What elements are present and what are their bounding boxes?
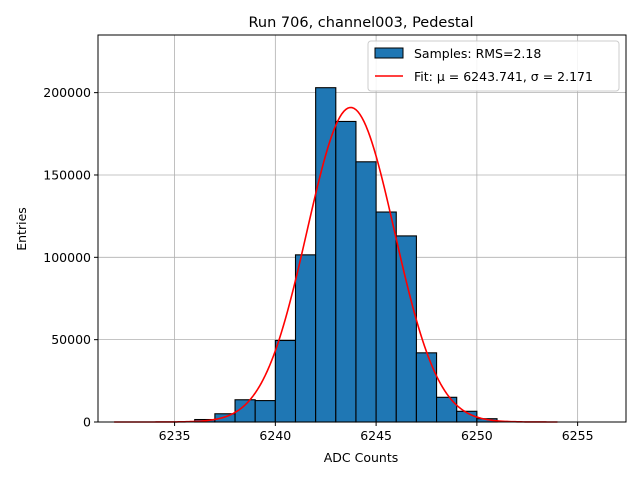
y-tick-label: 150000: [43, 167, 91, 182]
histogram-bar: [294, 254, 317, 423]
histogram-bar: [395, 235, 417, 423]
legend-box: [367, 40, 620, 92]
histogram-bar: [274, 339, 297, 423]
legend-label-samples: Samples: RMS=2.18: [414, 46, 541, 61]
axes-frame: [97, 34, 627, 423]
y-axis-ticks: 0 50000 100000 150000 200000: [43, 85, 98, 430]
chart-title: Run 706, channel003, Pedestal: [248, 15, 473, 31]
histogram-bar: [375, 211, 397, 423]
histogram-bar: [335, 120, 357, 423]
y-axis-label: Entries: [14, 207, 29, 251]
x-tick-label: 6240: [259, 428, 291, 443]
x-axis-ticks: 6235 6240 6245 6250 6255: [159, 422, 594, 443]
histogram-bar: [415, 352, 438, 423]
histogram-bar: [436, 396, 458, 423]
x-axis-label: ADC Counts: [324, 450, 399, 465]
histogram-bar: [254, 400, 276, 423]
y-tick-label: 0: [83, 415, 91, 430]
y-tick-label: 200000: [43, 85, 91, 100]
x-tick-label: 6235: [159, 428, 191, 443]
histogram-bar: [214, 413, 236, 423]
legend-label-fit: Fit: μ = 6243.741, σ = 2.171: [414, 69, 593, 84]
histogram-bar: [355, 161, 377, 423]
legend: Samples: RMS=2.18 Fit: μ = 6243.741, σ =…: [367, 40, 620, 92]
histogram-bar: [315, 87, 337, 423]
x-tick-label: 6245: [360, 428, 392, 443]
x-tick-label: 6250: [461, 428, 493, 443]
legend-swatch-samples: [374, 47, 404, 59]
y-tick-label: 50000: [51, 332, 91, 347]
y-tick-label: 100000: [43, 250, 91, 265]
x-tick-label: 6255: [562, 428, 594, 443]
